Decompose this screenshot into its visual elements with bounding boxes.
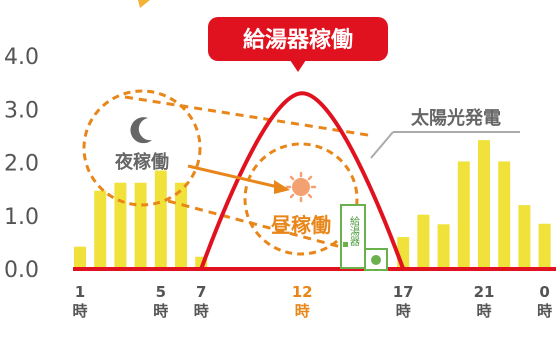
x-tick-label: 21	[474, 283, 495, 301]
y-axis: 0.0 1.0 2.0 3.0 4.0	[4, 45, 39, 283]
water-heater-icon	[340, 204, 388, 271]
bar	[417, 214, 430, 269]
x-tick-label: 12	[292, 283, 313, 301]
x-tick-unit: 時	[153, 302, 168, 320]
bar	[154, 170, 167, 269]
x-tick-unit: 時	[295, 302, 310, 320]
bar	[437, 224, 450, 269]
bar	[478, 140, 490, 269]
x-tick-label: 17	[393, 283, 414, 301]
bar	[498, 161, 511, 269]
bar	[74, 246, 86, 269]
x-tick-unit: 時	[72, 302, 87, 320]
water-heater-label: 給湯器	[348, 215, 360, 247]
x-tick-unit: 時	[537, 302, 552, 320]
solar-curve	[199, 91, 406, 270]
callout-label: 給湯器稼働	[243, 27, 353, 53]
solar-label-leader	[370, 131, 394, 159]
y-tick-label: 0.0	[4, 258, 39, 283]
shift-arrow-line	[187, 164, 279, 189]
moon-icon	[130, 117, 152, 144]
solar-label: 太陽光発電	[411, 107, 501, 129]
shift-arrow-head	[274, 180, 290, 194]
sun-icon	[285, 171, 317, 203]
bar	[538, 223, 551, 269]
day-label: 昼稼働	[271, 213, 331, 237]
night-dashed-connector-top	[124, 95, 375, 138]
bar	[134, 182, 147, 269]
x-tick-label: 5	[156, 283, 166, 301]
x-tick-unit: 時	[396, 302, 411, 320]
y-tick-label: 3.0	[4, 98, 39, 123]
bars	[74, 140, 551, 269]
y-tick-label: 2.0	[4, 152, 39, 177]
bar	[518, 205, 531, 269]
bar	[94, 190, 107, 269]
y-tick-label: 4.0	[4, 45, 39, 70]
x-tick-label: 0	[539, 283, 549, 301]
night-ellipse	[82, 89, 202, 207]
x-tick-unit: 時	[476, 302, 491, 320]
night-label: 夜稼働	[114, 151, 169, 173]
bar	[175, 182, 187, 269]
top-accent	[138, 0, 150, 8]
callout	[208, 17, 388, 72]
x-tick-unit: 時	[194, 302, 209, 320]
night-dashed-connector-bottom	[167, 199, 346, 250]
x-tick-label: 1	[75, 283, 85, 301]
y-tick-label: 1.0	[4, 205, 39, 230]
day-ellipse	[243, 142, 359, 256]
bar	[457, 161, 470, 269]
bar	[114, 182, 127, 269]
x-tick-label: 7	[196, 283, 206, 301]
